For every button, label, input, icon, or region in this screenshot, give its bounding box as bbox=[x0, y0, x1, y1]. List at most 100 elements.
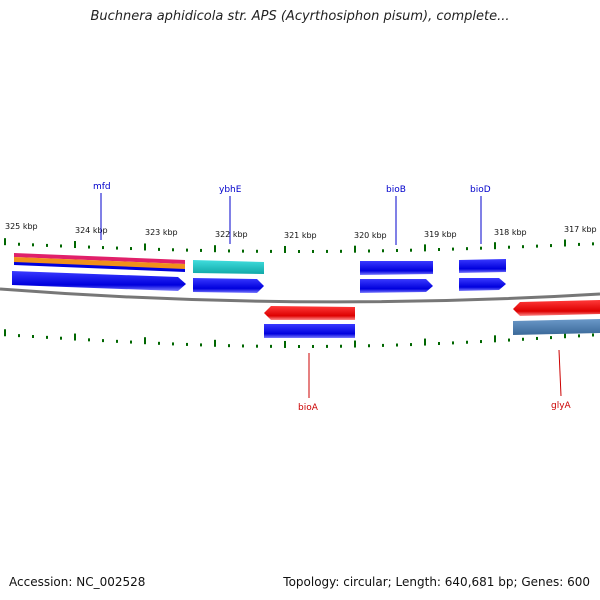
gene-bar-glyA-inner[interactable] bbox=[513, 319, 600, 335]
genome-map: 325 kbp 324 kbp 323 kbp 322 kbp 321 kbp … bbox=[0, 182, 600, 413]
minor-tick bbox=[396, 343, 398, 347]
minor-tick bbox=[480, 340, 482, 344]
forward-outer-track bbox=[14, 253, 506, 275]
gene-label-mfd[interactable]: mfd bbox=[93, 182, 111, 192]
minor-tick bbox=[102, 339, 104, 343]
major-tick bbox=[494, 242, 496, 250]
tick-label: 319 kbp bbox=[424, 230, 457, 239]
major-tick bbox=[354, 245, 356, 253]
outer-ruler bbox=[4, 238, 594, 253]
major-tick bbox=[354, 340, 356, 348]
minor-tick bbox=[438, 342, 440, 346]
gene-bar-orange[interactable] bbox=[14, 257, 185, 270]
gene-arrow-glyA[interactable] bbox=[513, 300, 600, 316]
minor-tick bbox=[116, 246, 118, 250]
minor-tick bbox=[256, 344, 258, 348]
gene-label-glyA[interactable]: glyA bbox=[551, 401, 572, 411]
minor-tick bbox=[536, 244, 538, 248]
minor-tick bbox=[298, 249, 300, 253]
minor-tick bbox=[410, 248, 412, 252]
minor-tick bbox=[536, 336, 538, 340]
minor-tick bbox=[200, 248, 202, 252]
gene-arrow-bioD[interactable] bbox=[459, 278, 506, 291]
gene-arrow-bioA[interactable] bbox=[264, 306, 355, 320]
minor-tick bbox=[508, 338, 510, 342]
gene-arrow-mfd[interactable] bbox=[12, 271, 186, 291]
major-tick bbox=[74, 241, 76, 249]
minor-tick bbox=[592, 242, 594, 246]
minor-tick bbox=[116, 339, 118, 343]
minor-tick bbox=[592, 333, 594, 337]
minor-tick bbox=[578, 242, 580, 246]
minor-tick bbox=[312, 249, 314, 253]
major-tick bbox=[424, 244, 426, 252]
minor-tick bbox=[410, 343, 412, 347]
minor-tick bbox=[46, 335, 48, 339]
minor-tick bbox=[88, 338, 90, 342]
genome-backbone bbox=[0, 287, 600, 304]
major-tick bbox=[494, 335, 496, 343]
major-tick bbox=[74, 333, 76, 341]
minor-tick bbox=[158, 247, 160, 251]
gene-bar-cyan[interactable] bbox=[193, 260, 264, 274]
minor-tick bbox=[298, 344, 300, 348]
minor-tick bbox=[340, 344, 342, 348]
minor-tick bbox=[466, 340, 468, 344]
gene-bar-bioB-outer[interactable] bbox=[360, 261, 433, 275]
minor-tick bbox=[18, 242, 20, 246]
gene-label-bioD[interactable]: bioD bbox=[470, 185, 491, 195]
gene-bar-bioD-outer[interactable] bbox=[459, 259, 506, 273]
gene-label-bioA[interactable]: bioA bbox=[298, 403, 319, 413]
minor-tick bbox=[242, 249, 244, 253]
gene-bar-blue-outer[interactable] bbox=[14, 262, 185, 272]
gene-bar-pink[interactable] bbox=[14, 253, 185, 264]
minor-tick bbox=[340, 249, 342, 253]
minor-tick bbox=[186, 248, 188, 252]
minor-tick bbox=[130, 247, 132, 251]
major-tick bbox=[144, 337, 146, 345]
forward-arrows bbox=[12, 271, 506, 293]
reverse-inner-track bbox=[264, 319, 600, 338]
minor-tick bbox=[270, 344, 272, 348]
major-tick bbox=[144, 243, 146, 251]
minor-tick bbox=[242, 344, 244, 348]
minor-tick bbox=[88, 245, 90, 249]
minor-tick bbox=[508, 245, 510, 249]
minor-tick bbox=[368, 249, 370, 253]
minor-tick bbox=[102, 246, 104, 250]
minor-tick bbox=[32, 243, 34, 247]
tick-label: 321 kbp bbox=[284, 231, 317, 240]
inner-ruler bbox=[4, 329, 594, 348]
topology-summary: Topology: circular; Length: 640,681 bp; … bbox=[283, 575, 590, 589]
minor-tick bbox=[158, 341, 160, 345]
tick-label: 325 kbp bbox=[5, 222, 38, 231]
tick-label: 323 kbp bbox=[145, 228, 178, 237]
minor-tick bbox=[452, 247, 454, 251]
gene-label-bioB[interactable]: bioB bbox=[386, 185, 406, 195]
gene-bar-bioA-inner[interactable] bbox=[264, 324, 355, 338]
forward-gene-labels: mfd ybhE bioB bioD bbox=[93, 182, 491, 245]
minor-tick bbox=[228, 249, 230, 253]
minor-tick bbox=[172, 248, 174, 252]
minor-tick bbox=[186, 342, 188, 346]
major-tick bbox=[4, 238, 6, 246]
minor-tick bbox=[466, 247, 468, 251]
accession-label: Accession: NC_002528 bbox=[9, 575, 146, 589]
tick-labels: 325 kbp 324 kbp 323 kbp 322 kbp 321 kbp … bbox=[5, 222, 597, 240]
gene-arrow-bioB[interactable] bbox=[360, 279, 433, 293]
gene-label-ybhE[interactable]: ybhE bbox=[219, 185, 242, 195]
major-tick bbox=[564, 331, 566, 339]
minor-tick bbox=[396, 249, 398, 253]
minor-tick bbox=[522, 245, 524, 249]
major-tick bbox=[564, 239, 566, 247]
minor-tick bbox=[60, 336, 62, 340]
minor-tick bbox=[438, 248, 440, 252]
minor-tick bbox=[522, 337, 524, 341]
minor-tick bbox=[46, 243, 48, 247]
gene-arrow-ybhE[interactable] bbox=[193, 278, 264, 293]
minor-tick bbox=[32, 335, 34, 339]
reverse-gene-labels: bioA glyA bbox=[298, 349, 572, 413]
map-title: Buchnera aphidicola str. APS (Acyrthosip… bbox=[90, 9, 510, 24]
major-tick bbox=[214, 339, 216, 347]
tick-label: 320 kbp bbox=[354, 231, 387, 240]
